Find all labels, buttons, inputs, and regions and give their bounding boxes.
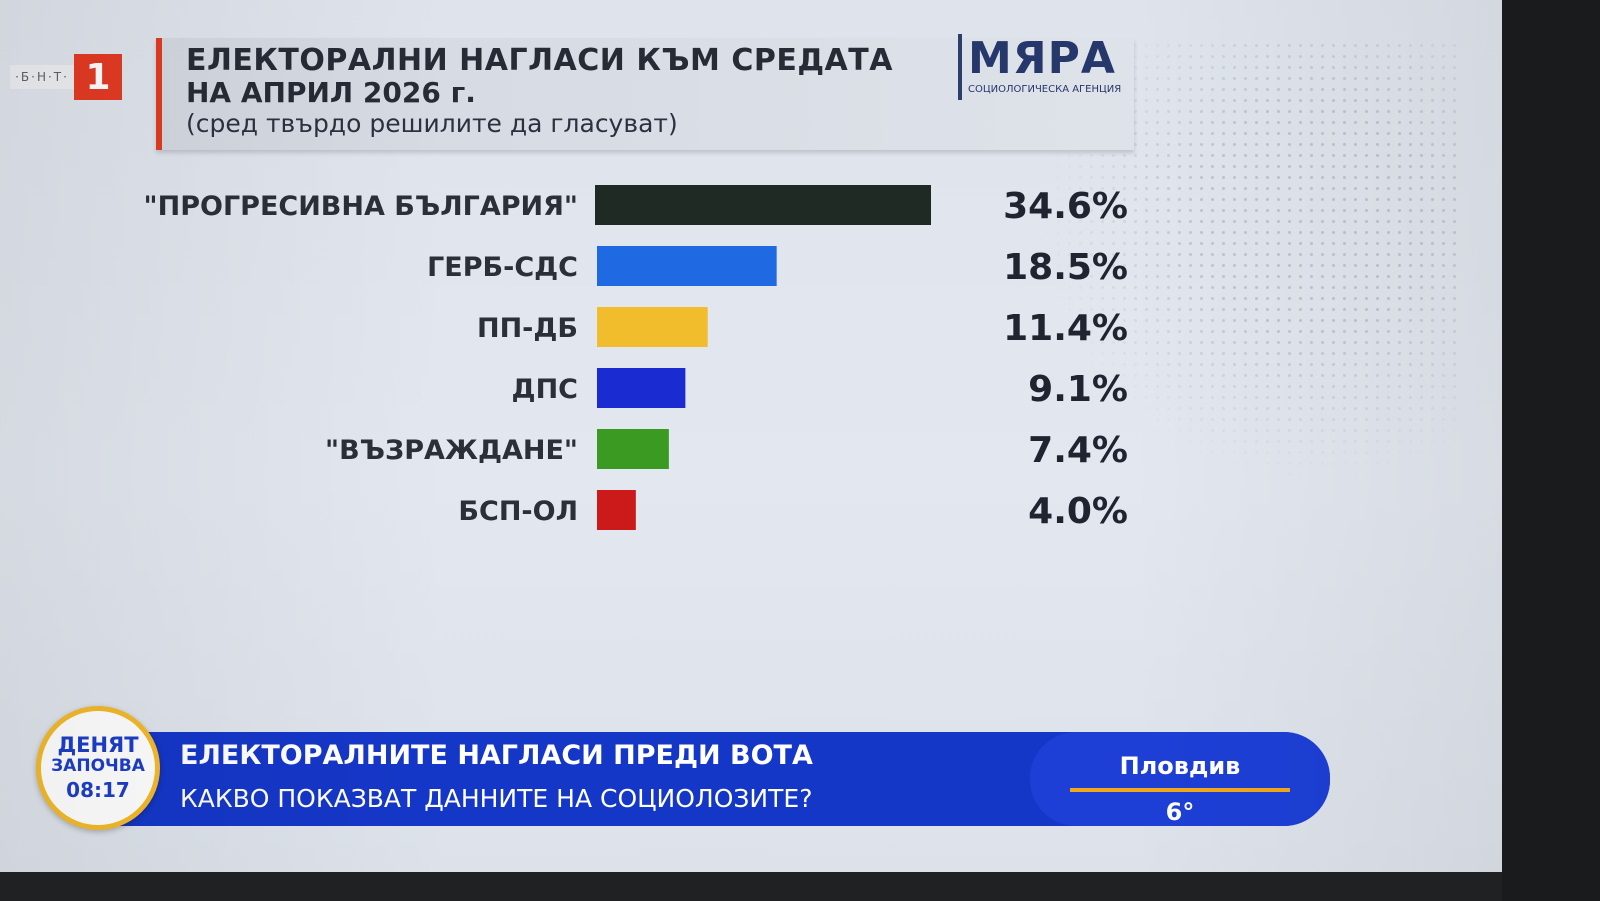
weather-panel bbox=[1030, 732, 1330, 826]
value-label-row-2: 11.4% bbox=[1003, 308, 1128, 349]
weather-city: Пловдив bbox=[1119, 752, 1241, 780]
show-badge-line1: ДЕНЯТ bbox=[57, 733, 139, 757]
channel-logo: ·Б·Н·Т· 1 bbox=[10, 54, 122, 100]
ticker-subline: КАКВО ПОКАЗВАТ ДАННИТЕ НА СОЦИОЛОЗИТЕ? bbox=[180, 784, 813, 813]
chart-title: ЕЛЕКТОРАЛНИ НАГЛАСИ КЪМ СРЕДАТА НА АПРИЛ… bbox=[186, 44, 893, 140]
category-label-row-2: ПП-ДБ bbox=[477, 313, 578, 344]
category-label-row-4: "ВЪЗРАЖДАНЕ" bbox=[325, 435, 578, 466]
value-label-row-1: 18.5% bbox=[1003, 247, 1128, 288]
value-label-row-0: 34.6% bbox=[1003, 186, 1128, 227]
agency-name: МЯРА bbox=[968, 33, 1116, 84]
show-badge-time: 08:17 bbox=[66, 778, 130, 802]
weather-temperature: 6° bbox=[1165, 798, 1195, 826]
value-label-row-4: 7.4% bbox=[1028, 430, 1128, 471]
bar-row-2 bbox=[597, 307, 708, 347]
bar-row-3 bbox=[597, 368, 686, 408]
show-badge: ДЕНЯТ ЗАПОЧВА 08:17 bbox=[36, 706, 160, 830]
tv-bezel-right bbox=[1502, 0, 1600, 901]
agency-subtitle: СОЦИОЛОГИЧЕСКА АГЕНЦИЯ bbox=[968, 84, 1122, 95]
agency-logo: МЯРА СОЦИОЛОГИЧЕСКА АГЕНЦИЯ bbox=[958, 33, 1122, 100]
ticker-headline: ЕЛЕКТОРАЛНИТЕ НАГЛАСИ ПРЕДИ ВОТА bbox=[180, 740, 813, 771]
category-label-row-0: "ПРОГРЕСИВНА БЪЛГАРИЯ" bbox=[144, 191, 578, 222]
bar-row-0 bbox=[595, 185, 931, 225]
value-label-row-3: 9.1% bbox=[1028, 369, 1128, 410]
bar-row-4 bbox=[597, 429, 669, 469]
show-badge-line2: ЗАПОЧВА bbox=[51, 756, 145, 776]
channel-logo-number: 1 bbox=[74, 54, 122, 100]
title-panel bbox=[156, 38, 1134, 150]
bar-row-1 bbox=[597, 246, 777, 286]
channel-logo-text: ·Б·Н·Т· bbox=[10, 65, 74, 89]
category-label-row-3: ДПС bbox=[512, 374, 578, 405]
value-label-row-5: 4.0% bbox=[1028, 491, 1128, 532]
title-line-1: ЕЛЕКТОРАЛНИ НАГЛАСИ КЪМ СРЕДАТА bbox=[186, 43, 893, 78]
title-line-2: НА АПРИЛ 2026 г. bbox=[186, 76, 476, 109]
tv-bezel-bottom bbox=[0, 872, 1502, 901]
tv-screen: ·Б·Н·Т· 1 ЕЛЕКТОРАЛНИ НАГЛАСИ КЪМ СРЕДАТ… bbox=[0, 0, 1502, 872]
chart-subtitle: (сред твърдо решилите да гласуват) bbox=[186, 109, 678, 138]
category-label-row-5: БСП-ОЛ bbox=[458, 496, 578, 527]
bar-chart: "ПРОГРЕСИВНА БЪЛГАРИЯ" 34.6% ГЕРБ-СДС 18.5%… bbox=[144, 185, 1128, 532]
weather-divider bbox=[1070, 788, 1290, 792]
category-label-row-1: ГЕРБ-СДС bbox=[427, 252, 578, 283]
bar-row-5 bbox=[597, 490, 636, 530]
